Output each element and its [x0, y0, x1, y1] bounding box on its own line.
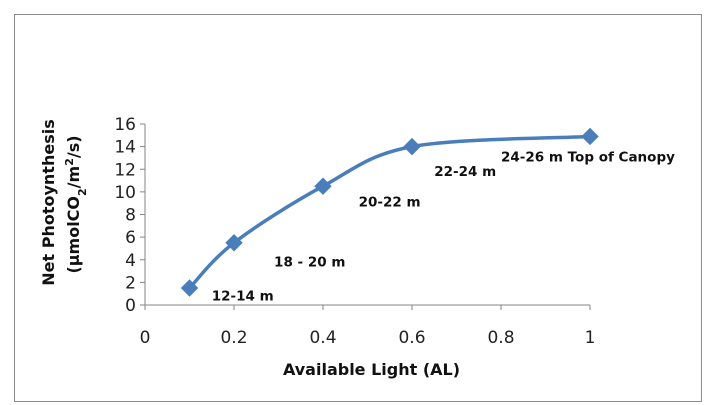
- y-tick-label: 0: [125, 296, 136, 316]
- data-point-marker: [314, 177, 332, 195]
- y-tick-label: 12: [114, 160, 136, 180]
- chart-frame: [14, 14, 702, 402]
- data-point-marker: [225, 234, 243, 252]
- y-tick-label: 6: [125, 228, 136, 248]
- data-point-marker: [180, 279, 199, 297]
- x-tick-label: 0.8: [487, 328, 514, 348]
- y-axis-unit-superscript: 2: [63, 158, 76, 166]
- y-tick-label: 2: [125, 273, 136, 293]
- x-tick-label: 0.4: [309, 328, 336, 348]
- data-point-marker: [581, 127, 599, 146]
- x-tick-label: 1: [585, 328, 596, 348]
- x-axis-title: Available Light (AL): [283, 360, 460, 379]
- series-line: [187, 134, 592, 290]
- y-axis-unit-subscript: 2: [76, 188, 89, 196]
- annotations: 12-14 m 18 - 20 m 20-22 m 22-24 m 24-26 m To…: [212, 149, 675, 304]
- x-tick-label: 0.2: [220, 328, 247, 348]
- series-markers: [180, 127, 599, 297]
- x-tick-label: 0.6: [398, 328, 425, 348]
- y-tick-label: 16: [114, 115, 136, 135]
- depth-annotation: 18 - 20 m: [274, 255, 345, 271]
- data-point-marker: [403, 137, 421, 156]
- x-ticks: 0 0.2 0.4 0.6 0.8 1: [140, 305, 596, 348]
- y-axis-unit-part: (μmolCO: [64, 196, 83, 274]
- depth-annotation: 22-24 m: [434, 164, 496, 180]
- y-tick-label: 14: [114, 138, 136, 158]
- y-tick-label: 4: [125, 251, 136, 271]
- depth-annotation: 20-22 m: [359, 195, 421, 211]
- y-axis-title-line2: (μmolCO2/m2/s): [63, 135, 89, 273]
- depth-annotation: 24-26 m Top of Canopy: [501, 149, 675, 165]
- y-axis-unit-part: /m: [64, 166, 83, 189]
- y-tick-label: 8: [125, 206, 136, 226]
- depth-annotation: 12-14 m: [212, 288, 274, 304]
- y-tick-label: 10: [114, 183, 136, 203]
- x-tick-label: 0: [140, 328, 151, 348]
- y-axis-unit-part: /s): [64, 135, 83, 158]
- y-axis-title: Net Photoynthesis (μmolCO2/m2/s): [39, 119, 89, 285]
- y-axis-title-line1: Net Photoynthesis: [39, 119, 58, 285]
